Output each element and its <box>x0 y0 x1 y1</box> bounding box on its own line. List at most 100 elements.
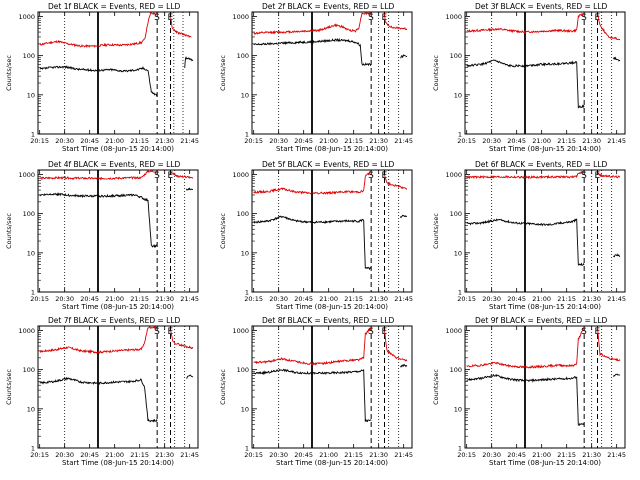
marker-label-s: S <box>154 327 160 337</box>
panel-title: Det 6f BLACK = Events, RED = LLD <box>475 160 608 169</box>
lld-series-line <box>39 11 158 49</box>
plot-frame <box>251 11 413 135</box>
marker-label-s: S <box>154 13 160 23</box>
panel-3: Det 3f BLACK = Events, RED = LLD 1 10 100 10… <box>432 2 626 153</box>
plot-frame <box>464 325 626 449</box>
panel-title: Det 9f BLACK = Events, RED = LLD <box>475 316 608 325</box>
x-tick-label: 21:00 <box>532 137 551 145</box>
x-tick-label: 21:30 <box>155 137 174 145</box>
x-tick-label: 21:45 <box>180 295 199 303</box>
x-tick-label: 20:15 <box>244 451 263 459</box>
events-series-line <box>466 59 585 109</box>
x-tick-label: 20:45 <box>80 137 99 145</box>
lld-series-line <box>466 12 585 35</box>
y-tick-label: 1000 <box>232 13 249 21</box>
x-tick-label: 20:30 <box>55 295 74 303</box>
events-series-line <box>466 218 585 267</box>
x-tick-label: 21:30 <box>155 295 174 303</box>
events-series-line-after <box>186 374 194 379</box>
y-tick-label: 1 <box>458 131 462 139</box>
x-tick-label: 20:15 <box>244 137 263 145</box>
x-tick-label: 21:30 <box>369 295 388 303</box>
x-tick-label: 21:00 <box>319 137 338 145</box>
panel-title: Det 5f BLACK = Events, RED = LLD <box>262 160 395 169</box>
events-series-line <box>39 191 158 248</box>
y-tick-label: 1 <box>245 131 249 139</box>
plot-frame <box>464 11 626 135</box>
panel-2: Det 2f BLACK = Events, RED = LLD 1 10 100 10… <box>219 2 413 153</box>
y-axis-label: Counts/sec <box>219 55 227 91</box>
y-tick-label: 100 <box>450 210 462 218</box>
x-tick-label: 20:30 <box>482 295 501 303</box>
panel-5: Det 5f BLACK = Events, RED = LLD 1 10 100 10… <box>219 160 413 311</box>
x-tick-label: 20:45 <box>507 137 526 145</box>
y-tick-label: 100 <box>450 52 462 60</box>
y-axis-label: Counts/sec <box>432 55 440 91</box>
x-tick-label: 21:15 <box>130 137 149 145</box>
x-tick-label: 20:15 <box>30 137 49 145</box>
lld-series-line <box>466 327 585 369</box>
x-axis-label: Start Time (08-Jun-15 20:14:00) <box>62 303 174 311</box>
x-tick-label: 21:45 <box>394 137 413 145</box>
x-tick-label: 20:30 <box>269 295 288 303</box>
plot-frame <box>37 169 199 293</box>
panel-title: Det 1f BLACK = Events, RED = LLD <box>48 2 181 11</box>
y-tick-label: 1000 <box>18 171 35 179</box>
y-tick-label: 1 <box>245 289 249 297</box>
y-tick-label: 10 <box>454 405 462 413</box>
x-tick-label: 20:30 <box>482 451 501 459</box>
x-tick-label: 20:45 <box>80 451 99 459</box>
y-tick-label: 10 <box>241 249 249 257</box>
y-tick-label: 100 <box>23 210 35 218</box>
x-tick-label: 21:00 <box>532 295 551 303</box>
lld-series-line <box>253 11 372 35</box>
x-tick-label: 20:15 <box>457 137 476 145</box>
x-tick-label: 20:30 <box>269 137 288 145</box>
marker-label-e: E <box>168 327 174 337</box>
x-tick-label: 21:15 <box>130 295 149 303</box>
x-tick-label: 20:45 <box>294 137 313 145</box>
events-series-line <box>466 373 585 426</box>
y-tick-label: 1 <box>31 289 35 297</box>
panel-1: Det 1f BLACK = Events, RED = LLD 1 10 100 10… <box>5 2 199 153</box>
panel-4: Det 4f BLACK = Events, RED = LLD 1 10 100 10… <box>5 160 199 311</box>
events-series-line-after <box>612 373 621 378</box>
events-series-line-after <box>612 56 621 62</box>
x-tick-label: 20:30 <box>269 451 288 459</box>
marker-label-s: S <box>154 171 160 181</box>
lld-series-line <box>253 327 372 367</box>
lld-series-line-after <box>597 327 621 362</box>
x-tick-label: 20:15 <box>30 451 49 459</box>
x-tick-label: 21:15 <box>344 295 363 303</box>
x-tick-label: 21:45 <box>607 451 626 459</box>
y-tick-label: 10 <box>241 405 249 413</box>
plot-frame <box>464 169 626 293</box>
y-tick-label: 10 <box>454 91 462 99</box>
y-tick-label: 10 <box>454 249 462 257</box>
x-tick-label: 20:30 <box>55 137 74 145</box>
marker-label-e: E <box>595 13 601 23</box>
panel-title: Det 4f BLACK = Events, RED = LLD <box>48 160 181 169</box>
x-tick-label: 21:15 <box>557 137 576 145</box>
lld-series-line-after <box>384 13 408 31</box>
marker-label-s: S <box>368 327 374 337</box>
events-series-line-after <box>184 56 194 68</box>
events-series-line-after <box>399 214 408 218</box>
lld-series-line <box>39 325 158 355</box>
lld-series-line-after <box>597 13 621 41</box>
marker-label-s: S <box>368 13 374 23</box>
x-tick-label: 20:15 <box>457 451 476 459</box>
plot-frame <box>37 11 199 135</box>
x-tick-label: 20:15 <box>244 295 263 303</box>
x-tick-label: 21:00 <box>105 451 124 459</box>
x-tick-label: 21:45 <box>180 451 199 459</box>
events-series-line-after <box>613 253 621 258</box>
y-tick-label: 100 <box>23 52 35 60</box>
x-tick-label: 21:30 <box>155 451 174 459</box>
lld-series-line-after <box>170 171 194 179</box>
panel-8: Det 8f BLACK = Events, RED = LLD 1 10 100 10… <box>219 316 413 467</box>
x-axis-label: Start Time (08-Jun-15 20:14:00) <box>62 459 174 467</box>
x-tick-label: 21:00 <box>105 295 124 303</box>
x-tick-label: 21:45 <box>180 137 199 145</box>
